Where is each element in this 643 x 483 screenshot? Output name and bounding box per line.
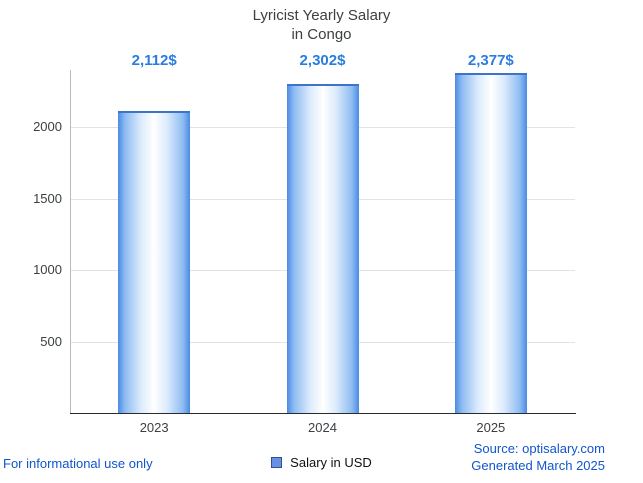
y-tick-label: 1000	[33, 262, 62, 278]
footer-disclaimer: For informational use only	[3, 456, 153, 471]
footer-source-block: Source: optisalary.com Generated March 2…	[471, 440, 605, 474]
y-tick-label: 500	[40, 333, 62, 349]
x-tick-label: 2025	[476, 420, 506, 435]
plot-area	[70, 70, 575, 413]
bar-2025	[454, 73, 527, 413]
y-axis-line	[70, 70, 71, 413]
x-axis-labels: 2023 2024 2025	[70, 420, 575, 438]
x-axis-line	[70, 413, 576, 414]
value-labels-row: 2,112$ 2,302$ 2,377$	[70, 52, 575, 72]
footer-source: Source: optisalary.com	[473, 441, 605, 456]
bar-2024	[286, 84, 359, 413]
chart-title-line1: Lyricist Yearly Salary	[252, 7, 391, 24]
bar-value-label: 2,377$	[467, 52, 514, 69]
chart-title-line2: in Congo	[291, 26, 352, 43]
bar-2023	[118, 111, 191, 413]
bar-value-label: 2,112$	[131, 52, 177, 69]
legend-swatch-icon	[271, 456, 283, 468]
chart-title: Lyricist Yearly Salary in Congo	[0, 6, 643, 44]
footer-generated: Generated March 2025	[471, 458, 605, 473]
y-tick-label: 2000	[33, 119, 62, 135]
legend-label: Salary in USD	[290, 454, 372, 470]
chart-legend: Salary in USD	[0, 452, 643, 472]
x-tick-label: 2024	[308, 420, 337, 435]
bar-value-label: 2,302$	[299, 52, 346, 69]
x-tick-label: 2023	[139, 420, 169, 435]
y-tick-label: 1500	[33, 190, 62, 206]
